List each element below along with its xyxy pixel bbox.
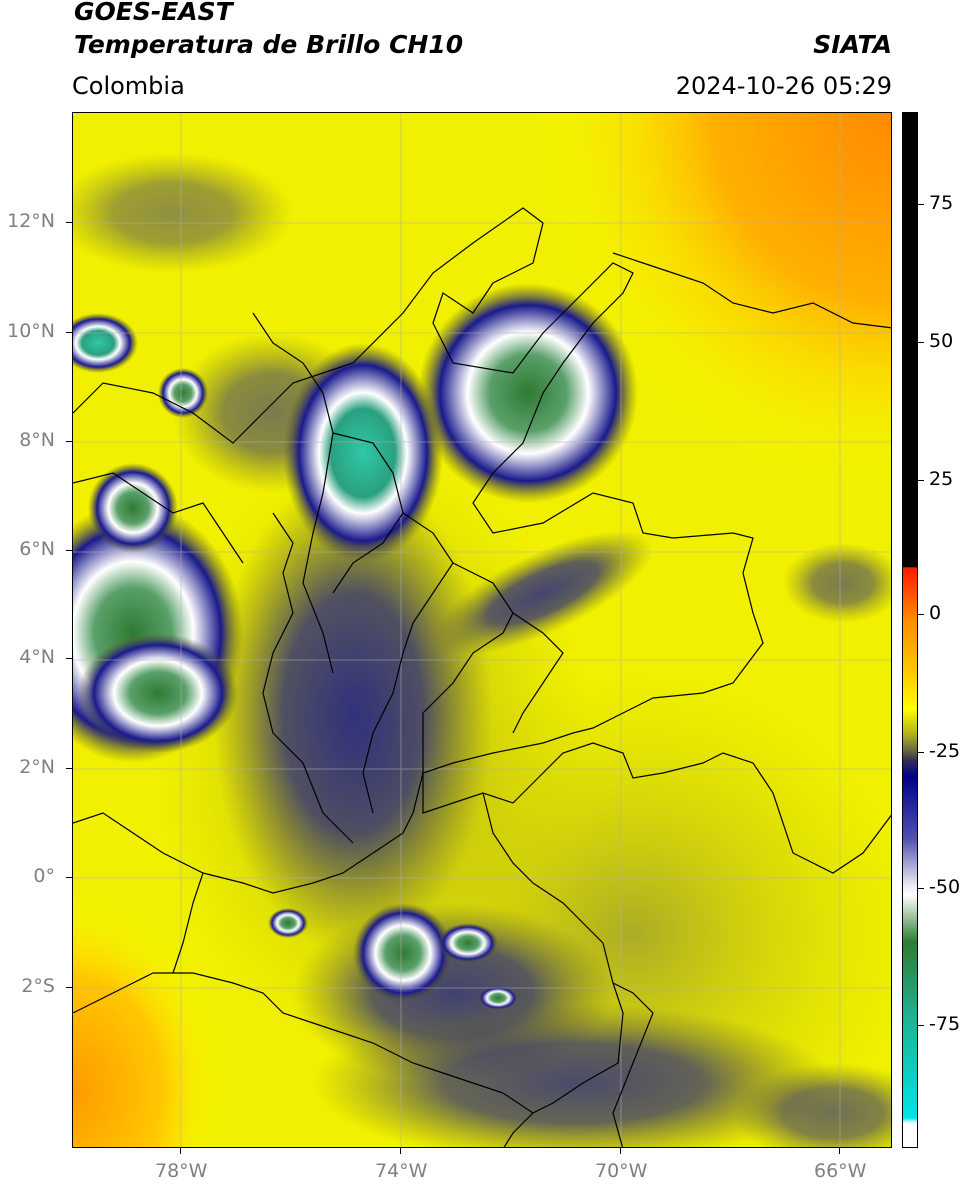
lon-tick [180,1148,181,1154]
lat-label-0: 0° [33,865,55,887]
lon-label-70w: 70°W [595,1160,648,1182]
lat-label-10n: 10°N [7,320,55,342]
lat-label-6n: 6°N [19,538,55,560]
colorbar-tick [918,752,924,753]
lat-tick [66,987,72,988]
colorbar-label-neg25: -25 [929,740,961,762]
colorbar-label-25: 25 [929,468,954,490]
country-borders [73,207,891,1147]
satellite-map[interactable] [72,112,892,1148]
product-subtitle: Temperatura de Brillo CH10 [74,30,464,59]
brightness-temperature-image [73,113,891,1147]
colorbar-label-50: 50 [929,330,954,352]
colorbar-gradient [903,113,917,1147]
colorbar-tick [918,1025,924,1026]
lat-tick [66,877,72,878]
lat-label-4n: 4°N [19,646,55,668]
lon-tick [400,1148,401,1154]
datetime-label: 2024-10-26 05:29 [675,72,892,100]
lat-label-8n: 8°N [19,429,55,451]
lat-tick [66,441,72,442]
colorbar-label-75: 75 [929,192,954,214]
colorbar-label-0: 0 [929,602,942,624]
lon-label-78w: 78°W [155,1160,208,1182]
colorbar [902,112,918,1148]
colorbar-tick [918,480,924,481]
product-title: GOES-EAST [74,0,233,26]
lon-label-74w: 74°W [375,1160,428,1182]
lon-tick [620,1148,621,1154]
lat-tick [66,550,72,551]
lon-tick [839,1148,840,1154]
colorbar-label-neg50: -50 [929,876,961,898]
colorbar-tick [918,614,924,615]
lat-tick [66,768,72,769]
colorbar-tick [918,204,924,205]
colorbar-label-neg75: -75 [929,1013,961,1035]
colorbar-tick [918,888,924,889]
lat-label-2n: 2°N [19,756,55,778]
lat-tick [66,222,72,223]
colorbar-tick [918,342,924,343]
region-label: Colombia [72,72,185,100]
lon-label-66w: 66°W [814,1160,867,1182]
agency-label: SIATA [813,30,892,59]
lat-label-12n: 12°N [7,210,55,232]
lat-tick [66,332,72,333]
lat-tick [66,658,72,659]
lat-label-2s: 2°S [21,975,55,997]
